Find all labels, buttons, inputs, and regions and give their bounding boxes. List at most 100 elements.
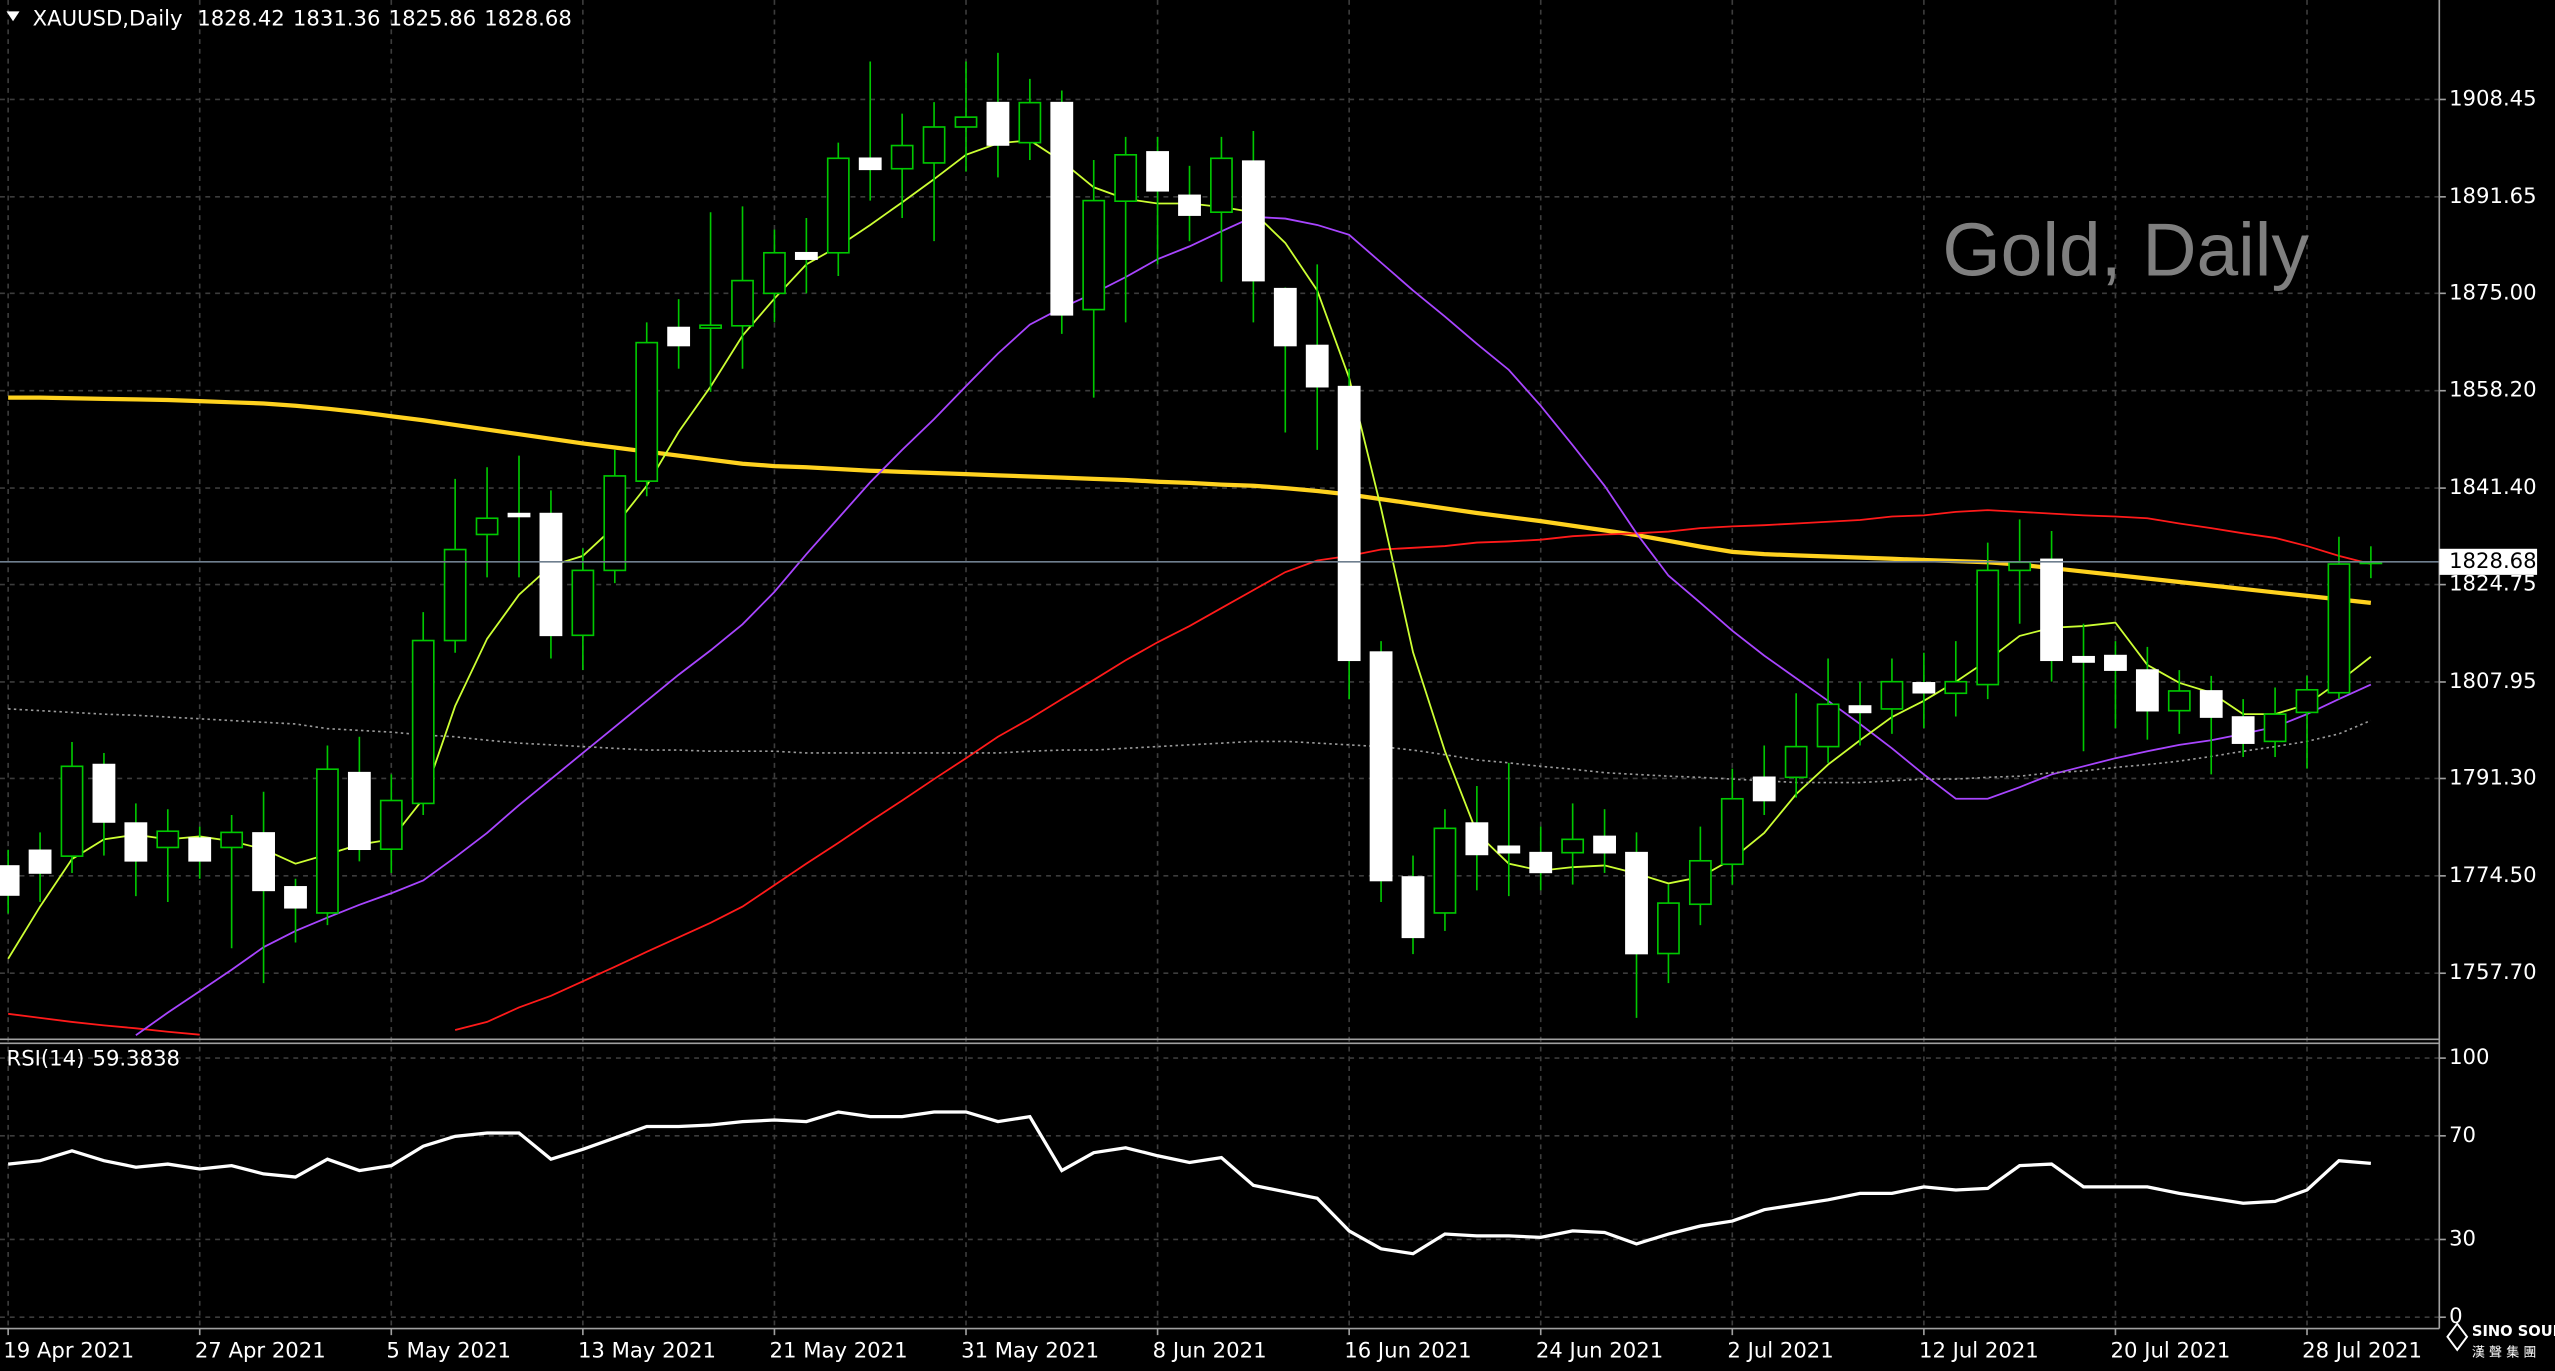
candle-body-up [826, 157, 850, 254]
candle-body-down [2231, 716, 2255, 744]
candle-body-down [1369, 651, 1393, 882]
price-label: 1828.68 [2449, 548, 2537, 573]
candle-body-up [411, 639, 435, 805]
candle-body-down [1305, 344, 1329, 388]
header-open: 1828.42 [197, 6, 285, 31]
candle-body-up [220, 831, 244, 849]
candle-body-down [507, 512, 531, 518]
header-close: 1828.68 [484, 6, 572, 31]
y-tick-label: 1841.40 [2449, 474, 2537, 499]
price-panel [0, 52, 2440, 1036]
candle-body-down [858, 157, 882, 171]
candle-body-up [1114, 154, 1138, 202]
candle-body-up [379, 799, 403, 851]
candle-body-down [188, 837, 212, 862]
grid [0, 0, 2440, 1329]
rsi-panel [7, 1110, 2372, 1256]
candle-body-up [1720, 797, 1744, 866]
candle-body-down [1146, 151, 1169, 192]
header-high: 1831.36 [293, 6, 381, 31]
candle-body-up [316, 768, 339, 914]
candle-body-down [1273, 287, 1297, 347]
candle-body-down [2104, 654, 2127, 671]
candle-body-up [1018, 101, 1042, 144]
candle-body-up [1657, 902, 1680, 955]
x-tick-label: 16 Jun 2021 [1344, 1337, 1471, 1362]
rsi-header: RSI(14) 59.3838 [7, 1046, 181, 1071]
candle-body-down [284, 886, 307, 909]
logo-subtitle: 漢 聲 集 團 [2472, 1345, 2536, 1361]
candle-body-up [1944, 680, 1968, 695]
candle-body-up [2263, 713, 2287, 743]
candle-body-up [60, 765, 84, 857]
candle-body-up [603, 475, 627, 572]
candle-body-up [1688, 859, 1712, 906]
candle-body-down [986, 101, 1010, 146]
candle-body-down [1401, 876, 1425, 939]
candle-body-up [1210, 157, 1233, 214]
rsi-line [7, 1110, 2372, 1256]
y-tick-label: 70 [2449, 1122, 2476, 1147]
y-tick-label: 30 [2449, 1225, 2476, 1250]
rsi-current: 59.3838 [93, 1046, 181, 1071]
candle-body-down [1593, 835, 1616, 854]
logo-name: SINO SOUND [2472, 1323, 2555, 1340]
candle-body-up [635, 341, 659, 482]
x-tick-label: 24 Jun 2021 [1536, 1337, 1663, 1362]
x-tick-label: 5 May 2021 [386, 1337, 511, 1362]
x-tick-label: 19 Apr 2021 [3, 1337, 134, 1362]
candle-body-down [1752, 776, 1776, 802]
y-tick-label: 1875.00 [2449, 279, 2537, 304]
x-tick-label: 21 May 2021 [770, 1337, 908, 1362]
candle-body-down [1465, 822, 1489, 856]
symbol: XAUUSD,Daily [33, 6, 183, 31]
candle-body-up [443, 548, 467, 642]
candle-body-down [0, 865, 20, 896]
candle-body-down [1178, 194, 1201, 216]
y-tick-label: 1774.50 [2449, 862, 2537, 887]
candle-body-down [1625, 851, 1648, 955]
candle-body-up [1561, 838, 1585, 854]
candle-body-up [1433, 827, 1457, 914]
y-tick-label: 1791.30 [2449, 764, 2537, 789]
candle-body-down [1912, 682, 1936, 694]
candle-body-up [1816, 703, 1840, 748]
x-tick-label: 13 May 2021 [578, 1337, 716, 1362]
y-tick-label: 1908.45 [2449, 85, 2537, 110]
y-tick-label: 1757.70 [2449, 959, 2537, 984]
candle-body-down [28, 849, 52, 874]
x-tick-label: 31 May 2021 [961, 1337, 1099, 1362]
candle-body-up [571, 569, 595, 637]
candle-body-up [1880, 680, 1904, 710]
y-tick-label: 1858.20 [2449, 377, 2537, 402]
moving-average [8, 509, 2372, 1036]
candle-body-up [763, 251, 786, 295]
candle-body-up [1082, 199, 1106, 311]
logo-icon [2446, 1322, 2469, 1352]
y-tick-label: 0 [2449, 1303, 2462, 1328]
candle-body-up [922, 126, 946, 164]
x-tick-label: 8 Jun 2021 [1153, 1337, 1267, 1362]
candle-body-down [1050, 101, 1074, 316]
candle-body-up [699, 324, 722, 329]
y-tick-label: 1807.95 [2449, 668, 2537, 693]
rsi-title: RSI(14) [7, 1046, 85, 1071]
candle-body-up [731, 279, 754, 327]
candle-body-up [1784, 745, 1808, 779]
candle-body-down [252, 832, 275, 892]
candle-body-down [1848, 705, 1872, 714]
y-tick-label: 100 [2449, 1044, 2489, 1069]
candle-body-down [794, 251, 818, 260]
candle-body-down [1529, 851, 1553, 874]
candle-body-down [539, 512, 563, 637]
candle-body-down [1497, 845, 1521, 854]
candle-body-down [2072, 655, 2095, 663]
candle-body-down [2199, 690, 2223, 718]
candle-body-down [1241, 160, 1265, 282]
collapse-icon[interactable] [6, 11, 20, 22]
candle-body-up [954, 116, 978, 128]
x-tick-label: 20 Jul 2021 [2111, 1337, 2231, 1362]
candle-body-up [890, 144, 914, 170]
